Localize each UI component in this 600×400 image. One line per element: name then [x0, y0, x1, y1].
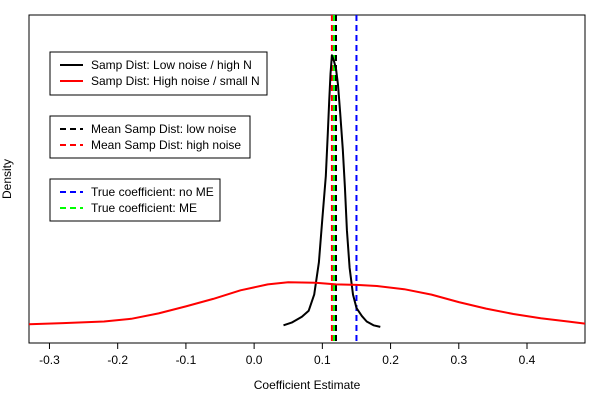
x-tick-label: -0.2 [107, 353, 128, 367]
x-tick-label: 0.4 [519, 353, 536, 367]
legends: Samp Dist: Low noise / high N Samp Dist: … [49, 51, 268, 222]
plot-frame [28, 14, 586, 344]
density-curves [28, 54, 586, 328]
x-tick-label: -0.1 [176, 353, 197, 367]
x-tick-label: -0.3 [39, 353, 60, 367]
legend-label: True coefficient: no ME [91, 185, 214, 199]
series-samp-dist-low-noise-high-n [283, 54, 381, 328]
legend-1: Samp Dist: Low noise / high N Samp Dist: … [49, 51, 268, 96]
legend-2: Mean Samp Dist: low noise Mean Samp Dist:… [49, 115, 251, 159]
x-axis-label: Coefficient Estimate [254, 378, 361, 392]
legend-label: Samp Dist: High noise / small N [91, 74, 260, 88]
legend-box [49, 115, 251, 159]
x-tick-label: 0.0 [246, 353, 263, 367]
legend-label: True coefficient: ME [91, 201, 197, 215]
legend-label: Samp Dist: Low noise / high N [91, 58, 252, 72]
x-tick-label: 0.3 [450, 353, 467, 367]
x-axis: -0.3 -0.2 -0.1 0.0 0.1 0.2 0.3 0.4 [39, 343, 536, 367]
legend-box [49, 178, 221, 222]
reference-lines [330, 15, 358, 343]
series-samp-dist-high-noise-small-n [28, 281, 586, 326]
legend-label: Mean Samp Dist: high noise [91, 138, 241, 152]
x-tick-label: 0.1 [314, 353, 331, 367]
legend-3: True coefficient: no ME True coefficient:… [49, 178, 221, 222]
legend-box [49, 51, 268, 96]
legend-label: Mean Samp Dist: low noise [91, 122, 237, 136]
y-axis-label: Density [0, 159, 14, 199]
x-tick-label: 0.2 [382, 353, 399, 367]
